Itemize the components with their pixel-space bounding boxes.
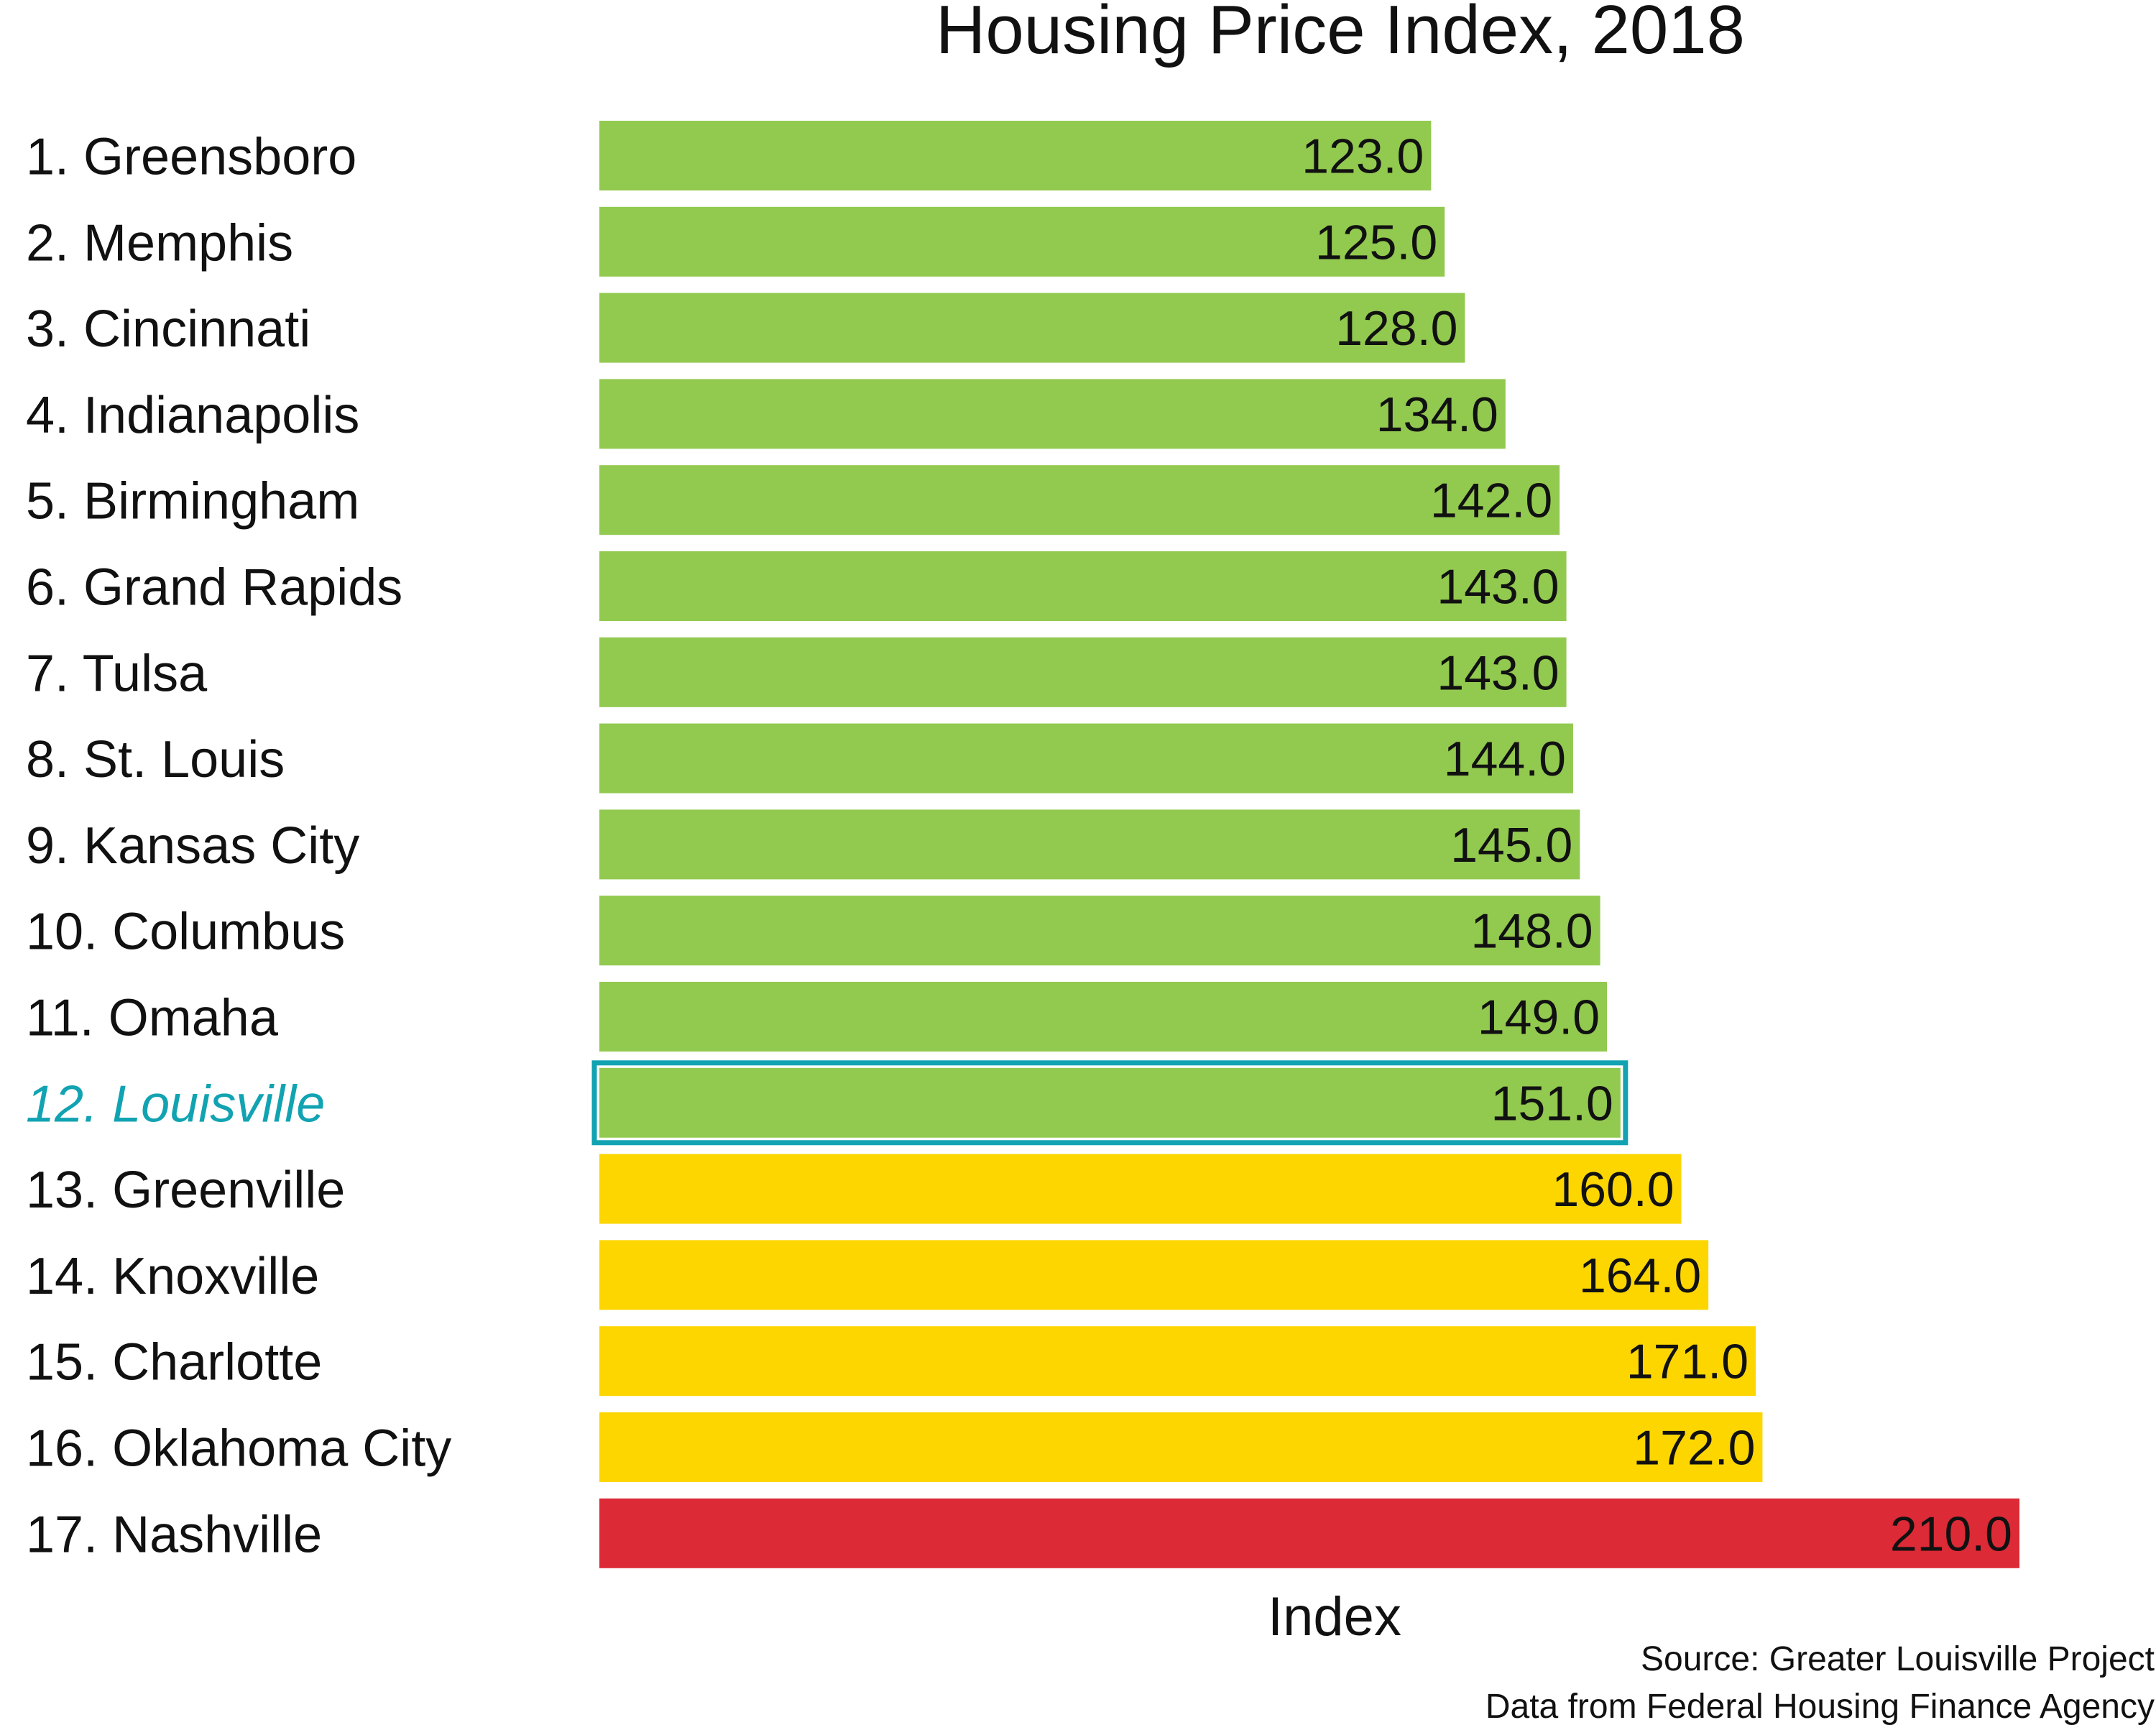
source-line-1: Source: Greater Louisville Project: [1641, 1640, 2155, 1678]
value-label-grand-rapids: 143.0: [1437, 560, 1559, 615]
bar-louisville: [599, 1067, 1621, 1138]
category-label-louisville: 12. Louisville: [26, 1075, 325, 1133]
chart-title: Housing Price Index, 2018: [936, 0, 1745, 68]
value-label-nashville: 210.0: [1890, 1506, 2012, 1561]
value-label-st-louis: 144.0: [1444, 732, 1566, 786]
category-label-birmingham: 5. Birmingham: [26, 473, 359, 530]
category-label-oklahoma-city: 16. Oklahoma City: [26, 1420, 451, 1478]
category-label-greenville: 13. Greenville: [26, 1162, 345, 1219]
category-label-charlotte: 15. Charlotte: [26, 1334, 322, 1392]
bar-greenville: [599, 1154, 1682, 1224]
category-label-columbus: 10. Columbus: [26, 903, 345, 961]
value-label-omaha: 149.0: [1478, 990, 1600, 1045]
bar-group: 1. Greensboro 123.0 2. Memphis 125.0 3. Cinc…: [26, 121, 2019, 1568]
bar-charlotte: [599, 1326, 1756, 1397]
bar-kansas-city: [599, 809, 1580, 880]
category-label-nashville: 17. Nashville: [26, 1506, 322, 1563]
category-label-cincinnati: 3. Cincinnati: [26, 300, 310, 358]
bar-birmingham: [599, 465, 1560, 535]
bar-greensboro: [599, 121, 1432, 190]
value-label-birmingham: 142.0: [1430, 474, 1552, 528]
bar-knoxville: [599, 1240, 1709, 1310]
value-label-oklahoma-city: 172.0: [1633, 1421, 1755, 1476]
category-label-memphis: 2. Memphis: [26, 214, 293, 272]
category-label-omaha: 11. Omaha: [26, 990, 279, 1047]
value-label-cincinnati: 128.0: [1335, 301, 1457, 356]
value-label-memphis: 125.0: [1315, 215, 1437, 270]
bar-st-louis: [599, 723, 1573, 794]
bar-omaha: [599, 982, 1608, 1052]
value-label-greenville: 160.0: [1552, 1162, 1674, 1217]
value-label-tulsa: 143.0: [1437, 645, 1559, 700]
highlight-outline: [591, 1060, 1628, 1146]
bar-oklahoma-city: [599, 1412, 1763, 1482]
x-axis-label: Index: [1268, 1586, 1401, 1647]
value-label-greensboro: 123.0: [1302, 129, 1424, 184]
bar-memphis: [599, 206, 1445, 277]
category-label-grand-rapids: 6. Grand Rapids: [26, 559, 402, 617]
bar-indianapolis: [599, 379, 1506, 449]
bar-grand-rapids: [599, 551, 1567, 621]
value-label-louisville: 151.0: [1491, 1076, 1613, 1131]
value-label-columbus: 148.0: [1470, 904, 1593, 959]
category-label-greensboro: 1. Greensboro: [26, 129, 356, 186]
value-label-indianapolis: 134.0: [1376, 387, 1498, 442]
category-label-indianapolis: 4. Indianapolis: [26, 387, 359, 444]
category-label-knoxville: 14. Knoxville: [26, 1248, 319, 1305]
bar-cincinnati: [599, 293, 1465, 363]
value-label-knoxville: 164.0: [1579, 1248, 1701, 1303]
value-label-kansas-city: 145.0: [1450, 818, 1572, 873]
category-label-kansas-city: 9. Kansas City: [26, 817, 359, 875]
source-line-2: Data from Federal Housing Finance Agency: [1485, 1688, 2155, 1725]
bar-tulsa: [599, 637, 1567, 707]
bar-columbus: [599, 896, 1600, 966]
value-label-charlotte: 171.0: [1626, 1335, 1749, 1389]
bar-nashville: [599, 1498, 2019, 1568]
category-label-tulsa: 7. Tulsa: [26, 645, 208, 702]
category-label-st-louis: 8. St. Louis: [26, 731, 285, 788]
